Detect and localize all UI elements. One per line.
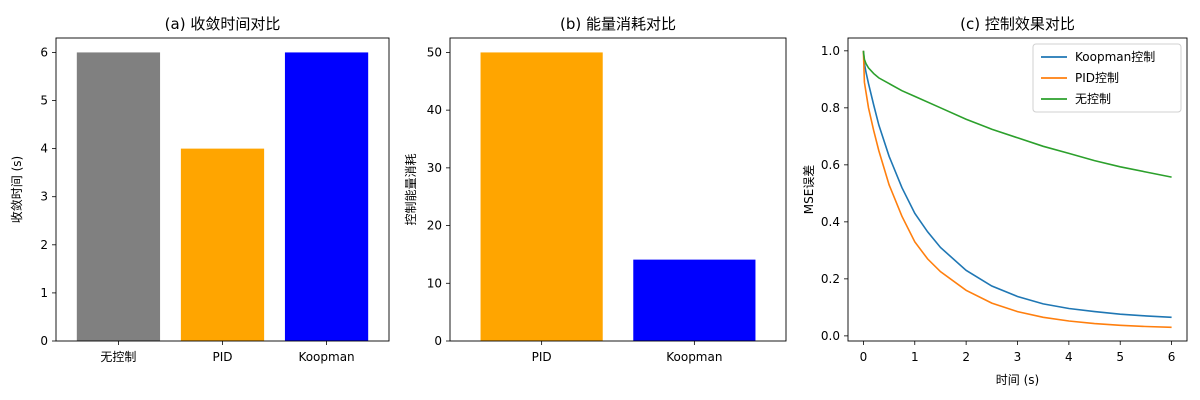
y-tick-label: 3 [40, 190, 48, 204]
chart-title: (b) 能量消耗对比 [560, 15, 676, 33]
x-axis-label: 时间 (s) [996, 373, 1039, 387]
y-tick-label: 0.8 [821, 101, 840, 115]
bar-1 [633, 259, 756, 341]
y-tick-label: 0.2 [821, 272, 840, 286]
legend-label: PID控制 [1075, 71, 1119, 85]
legend-box [1032, 43, 1182, 113]
y-tick-label: 10 [427, 276, 442, 290]
y-tick-label: 30 [427, 161, 442, 175]
y-tick-label: 4 [40, 142, 48, 156]
x-tick-label: 3 [1014, 350, 1022, 364]
x-tick-label: 5 [1116, 350, 1124, 364]
y-tick-label: 6 [40, 45, 48, 59]
y-axis-label: 控制能量消耗 [404, 153, 418, 225]
y-axis-label: 收敛时间 (s) [9, 156, 24, 223]
y-tick-label: 0.4 [821, 215, 840, 229]
y-axis-label: MSE误差 [802, 165, 816, 215]
x-tick-label: Koopman [666, 350, 722, 364]
axes-frame [847, 37, 1188, 342]
axes-frame [55, 37, 390, 342]
x-tick-label: Koopman [298, 350, 354, 364]
series-line-1 [862, 50, 1172, 329]
x-tick-label: PID [532, 350, 552, 364]
bar-0 [76, 52, 161, 342]
y-tick-label: 40 [427, 103, 442, 117]
x-tick-label: PID [212, 350, 232, 364]
series-line-2 [862, 50, 1172, 178]
chart-title: (a) 收敛时间对比 [165, 15, 281, 33]
x-tick-label: 0 [860, 350, 868, 364]
x-tick-label: 1 [911, 350, 919, 364]
x-tick-label: 4 [1065, 350, 1073, 364]
legend-label: 无控制 [1075, 92, 1111, 106]
y-tick-label: 2 [40, 238, 48, 252]
bar-0 [480, 52, 603, 342]
axes-frame [449, 37, 787, 342]
legend-label: Koopman控制 [1075, 50, 1155, 64]
y-tick-label: 0.6 [821, 158, 840, 172]
bar-1 [180, 148, 265, 341]
energy-consumption-chart: (b) 能量消耗对比 PID Koopman 0 10 20 30 40 50 控制能量消耗 [404, 15, 787, 364]
y-tick-label: 5 [40, 94, 48, 108]
y-tick-label: 0.0 [821, 329, 840, 343]
chart-title: (c) 控制效果对比 [960, 15, 1075, 33]
y-tick-label: 20 [427, 219, 442, 233]
series-line-0 [862, 50, 1172, 319]
x-tick-label: 2 [962, 350, 970, 364]
x-tick-label: 无控制 [100, 350, 136, 364]
y-tick-label: 0 [434, 334, 442, 348]
y-tick-label: 1 [40, 286, 48, 300]
x-tick-label: 6 [1168, 350, 1176, 364]
y-tick-label: 1.0 [821, 44, 840, 58]
y-tick-label: 0 [40, 334, 48, 348]
bar-2 [284, 52, 369, 342]
y-tick-label: 50 [427, 45, 442, 59]
control-effect-chart: (c) 控制效果对比 0 1 2 3 4 5 6 0.0 0.2 0.4 0.6 0.8 1.0 MSE误差… [802, 15, 1188, 387]
